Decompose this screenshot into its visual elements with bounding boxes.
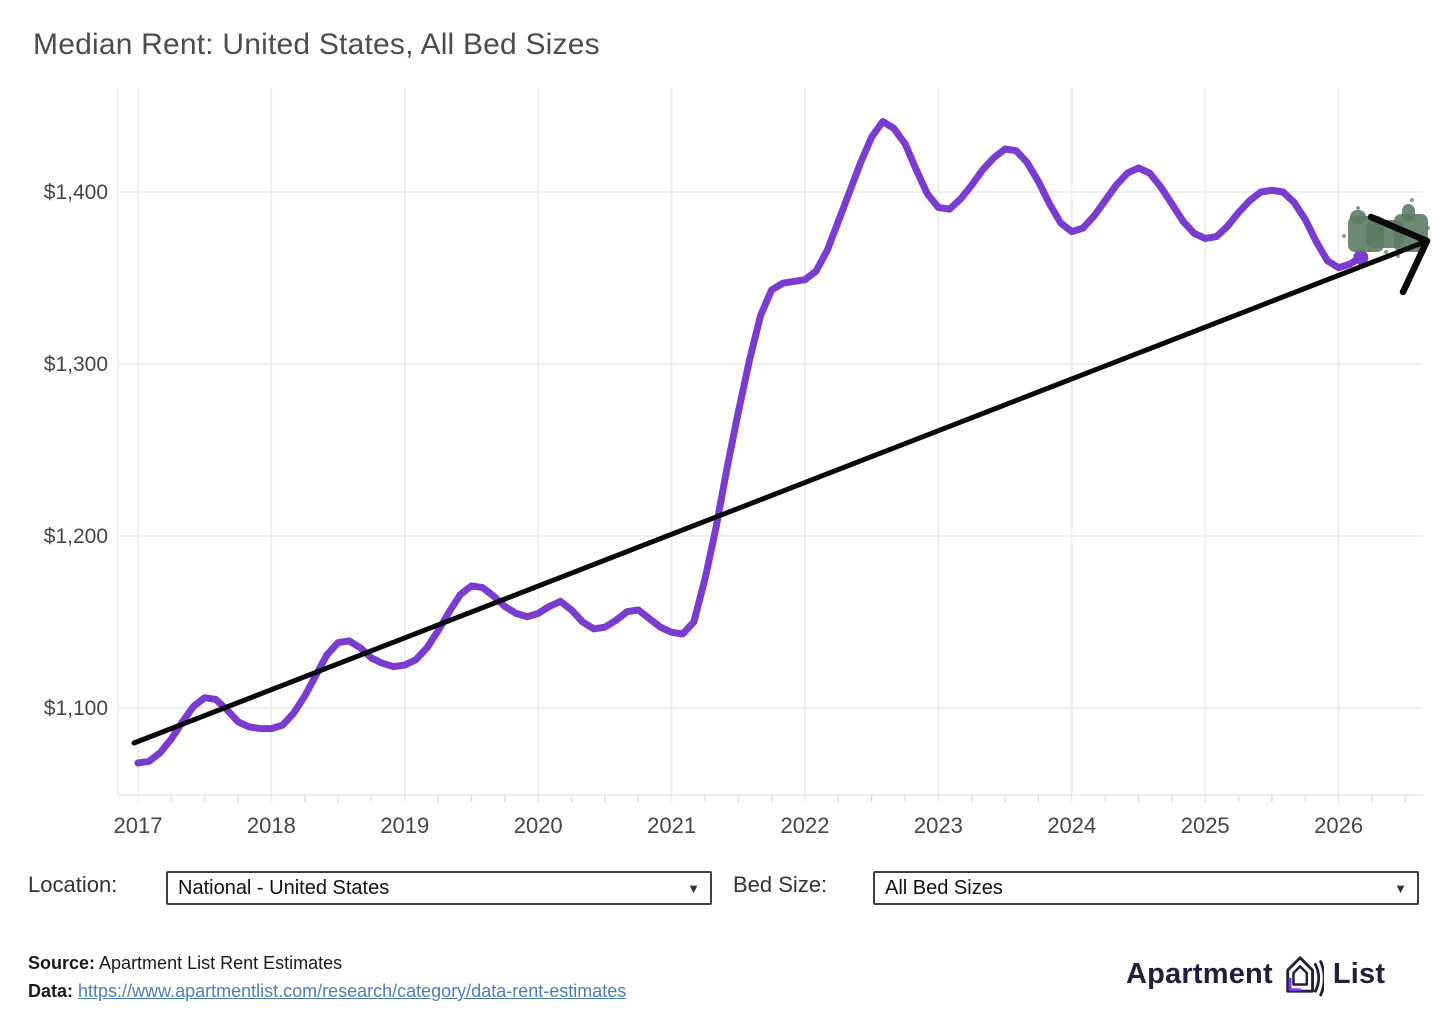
scribble-speckle [1410,198,1414,202]
scribble-speckle [1342,234,1346,238]
scribble-speckle [1368,248,1372,252]
footer: Source: Apartment List Rent Estimates Da… [28,949,626,1005]
apartment-list-logo: Apartment List [1126,951,1385,997]
dropdown-caret-icon: ▼ [1394,880,1407,896]
location-dropdown[interactable]: National - United States ▼ [166,871,712,905]
x-tick-label: 2023 [914,813,963,838]
line-end-dot [1353,249,1369,265]
location-label: Location: [28,872,118,897]
x-tick-label: 2021 [647,813,696,838]
data-link[interactable]: https://www.apartmentlist.com/research/c… [78,981,627,1001]
scribble-speckle [1356,206,1360,210]
apartment-list-house-icon [1286,956,1324,997]
location-dropdown-value: National - United States [178,876,390,899]
y-tick-label: $1,100 [44,697,108,720]
trend-arrow-shaft [131,238,1430,746]
x-tick-label: 2022 [781,813,830,838]
scribble-mark [1350,210,1366,224]
scribble-speckle [1384,250,1388,254]
logo-word-apartment: Apartment [1126,957,1273,990]
x-tick-label: 2017 [114,813,163,838]
data-label: Data: [28,981,74,1001]
scribble-speckle [1426,226,1430,230]
x-tick-label: 2024 [1047,813,1096,838]
data-line: Data: https://www.apartmentlist.com/rese… [28,977,626,1005]
scribble-mark [1402,204,1415,222]
x-tick-label: 2025 [1181,813,1230,838]
source-label: Source: [28,953,96,973]
y-tick-label: $1,300 [44,353,108,376]
bedsize-label: Bed Size: [733,872,828,897]
bedsize-dropdown[interactable]: All Bed Sizes ▼ [873,871,1419,905]
x-tick-label: 2019 [380,813,429,838]
source-line: Source: Apartment List Rent Estimates [28,949,626,977]
y-tick-label: $1,400 [44,181,108,204]
dropdown-caret-icon: ▼ [687,880,700,896]
trend-arrow-head [1399,237,1431,296]
median-rent-line-chart: $1,100 $1,200 $1,300 $1,400 2017 2018 2019 2020… [44,88,1431,838]
y-tick-label: $1,200 [44,525,108,548]
median-rent-line [134,118,1365,767]
x-tick-label: 2018 [247,813,296,838]
bedsize-dropdown-value: All Bed Sizes [885,876,1003,899]
trend-arrow-head [1367,213,1431,245]
source-text: Apartment List Rent Estimates [95,953,343,973]
logo-word-list: List [1332,957,1386,990]
x-tick-label: 2020 [514,813,563,838]
x-tick-label: 2026 [1314,813,1363,838]
chart-title: Median Rent: United States, All Bed Size… [33,28,600,61]
